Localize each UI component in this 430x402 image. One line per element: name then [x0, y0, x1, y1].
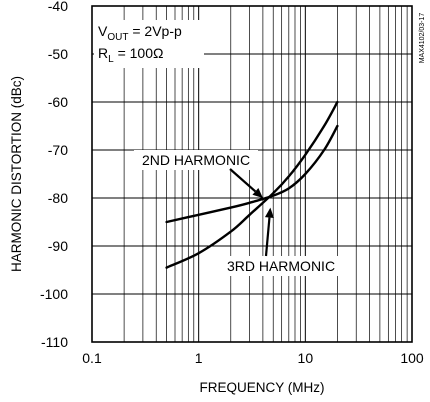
conditions-box: VOUT = 2Vp-p RL = 100Ω	[94, 20, 204, 68]
vout-condition: VOUT = 2Vp-p	[98, 23, 182, 43]
conditions-background	[94, 20, 204, 68]
vout-suffix: = 2Vp-p	[128, 23, 182, 39]
plot-frame	[91, 5, 413, 343]
rl-suffix: = 100Ω	[114, 45, 164, 61]
arrow-head-2nd-harmonic	[252, 188, 263, 198]
y-axis-title: HARMONIC DISTORTION (dBc)	[9, 76, 24, 272]
annotation-3rd-harmonic: 3RD HARMONIC	[227, 258, 335, 274]
series-layer	[165, 100, 339, 269]
y-tick-label: -60	[48, 94, 68, 110]
rl-condition: RL = 100Ω	[98, 45, 163, 65]
rl-prefix: R	[98, 45, 108, 61]
x-tick-label: 10	[298, 350, 314, 366]
y-tick-label: -90	[48, 238, 68, 254]
arrow-head-3rd-harmonic	[264, 207, 274, 218]
annotation-bg-3rd-harmonic	[218, 256, 344, 276]
x-axis-title: FREQUENCY (MHz)	[199, 380, 324, 395]
series-line-2nd-harmonic	[165, 124, 339, 224]
y-tick-label: -70	[48, 142, 68, 158]
figure-code-label: MAX4102/03-17	[419, 13, 426, 64]
y-tick-label: -50	[48, 46, 68, 62]
vout-subscript: OUT	[107, 32, 128, 43]
y-tick-label: -80	[48, 190, 68, 206]
x-tick-label: 0.1	[82, 350, 102, 366]
x-tick-label: 100	[400, 350, 424, 366]
arrow-shaft-2nd-harmonic	[229, 168, 257, 193]
arrow-shaft-3rd-harmonic	[264, 217, 271, 257]
y-tick-label: -100	[40, 286, 68, 302]
y-tick-label: -110	[41, 334, 68, 350]
x-tick-label: 1	[195, 350, 203, 366]
annotation-2nd-harmonic: 2ND HARMONIC	[142, 152, 250, 168]
rl-subscript: L	[108, 54, 114, 65]
annotations: 2ND HARMONIC 3RD HARMONIC	[134, 150, 344, 276]
annotation-bg-2nd-harmonic	[134, 150, 258, 170]
vout-prefix: V	[98, 23, 108, 39]
series-line-3rd-harmonic	[165, 100, 339, 269]
y-tick-label: -40	[48, 0, 68, 14]
tick-labels: -40 -50 -60 -70 -80 -90 -100 -110 0.1 1 10 100	[40, 0, 424, 366]
